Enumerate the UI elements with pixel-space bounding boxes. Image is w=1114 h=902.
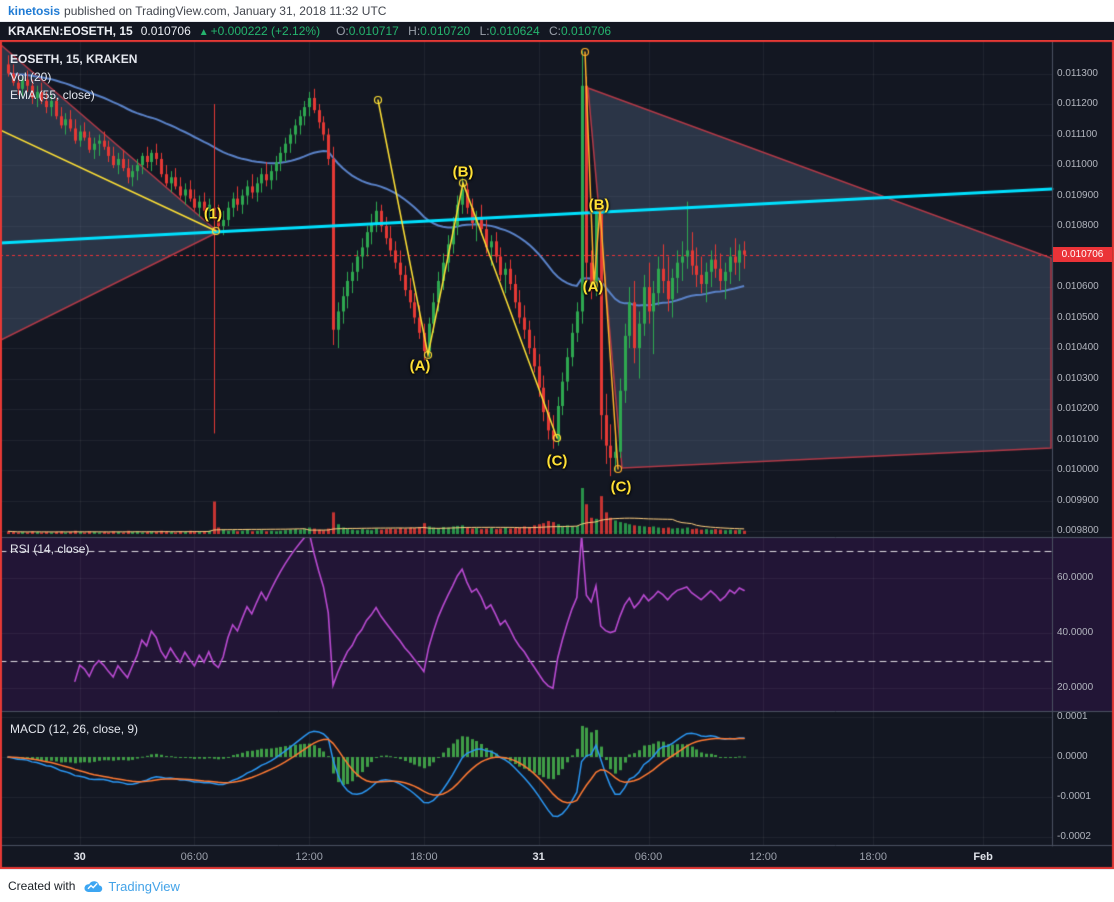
price-change: ▲ +0.000222 (+2.12%) bbox=[199, 24, 320, 38]
close-label: C: bbox=[548, 24, 561, 38]
brand-name: TradingView bbox=[108, 878, 180, 894]
high-value: 0.010720 bbox=[420, 24, 471, 38]
symbol-name: KRAKEN:EOSETH, 15 bbox=[8, 24, 133, 38]
tradingview-cloud-icon bbox=[84, 880, 103, 892]
open-value: 0.010717 bbox=[348, 24, 399, 38]
ohlc-values: O:0.010717 H:0.010720 L:0.010624 C:0.010… bbox=[330, 24, 611, 38]
publish-info: published on TradingView.com, January 31… bbox=[64, 3, 387, 18]
up-arrow-icon: ▲ bbox=[198, 27, 209, 38]
low-label: L: bbox=[479, 24, 490, 38]
high-label: H: bbox=[408, 24, 421, 38]
open-label: O: bbox=[336, 24, 349, 38]
low-value: 0.010624 bbox=[489, 24, 540, 38]
author-link[interactable]: kinetosis bbox=[8, 3, 61, 18]
close-value: 0.010706 bbox=[560, 24, 612, 38]
last-price: 0.010706 bbox=[140, 24, 191, 38]
chart-area: EOSETH, 15, KRAKEN Vol (20) EMA (55, clo… bbox=[0, 40, 1114, 869]
symbol-info-bar: KRAKEN:EOSETH, 15 0.010706 ▲ +0.000222 (+… bbox=[0, 22, 1114, 40]
chart-canvas[interactable] bbox=[0, 40, 1114, 869]
attribution-footer: Created with TradingView bbox=[0, 869, 1114, 902]
change-text: +0.000222 (+2.12%) bbox=[210, 24, 321, 38]
publish-header: kinetosis published on TradingView.com, … bbox=[0, 0, 1114, 22]
created-with-text: Created with bbox=[8, 879, 76, 893]
tradingview-link[interactable]: TradingView bbox=[83, 879, 180, 894]
